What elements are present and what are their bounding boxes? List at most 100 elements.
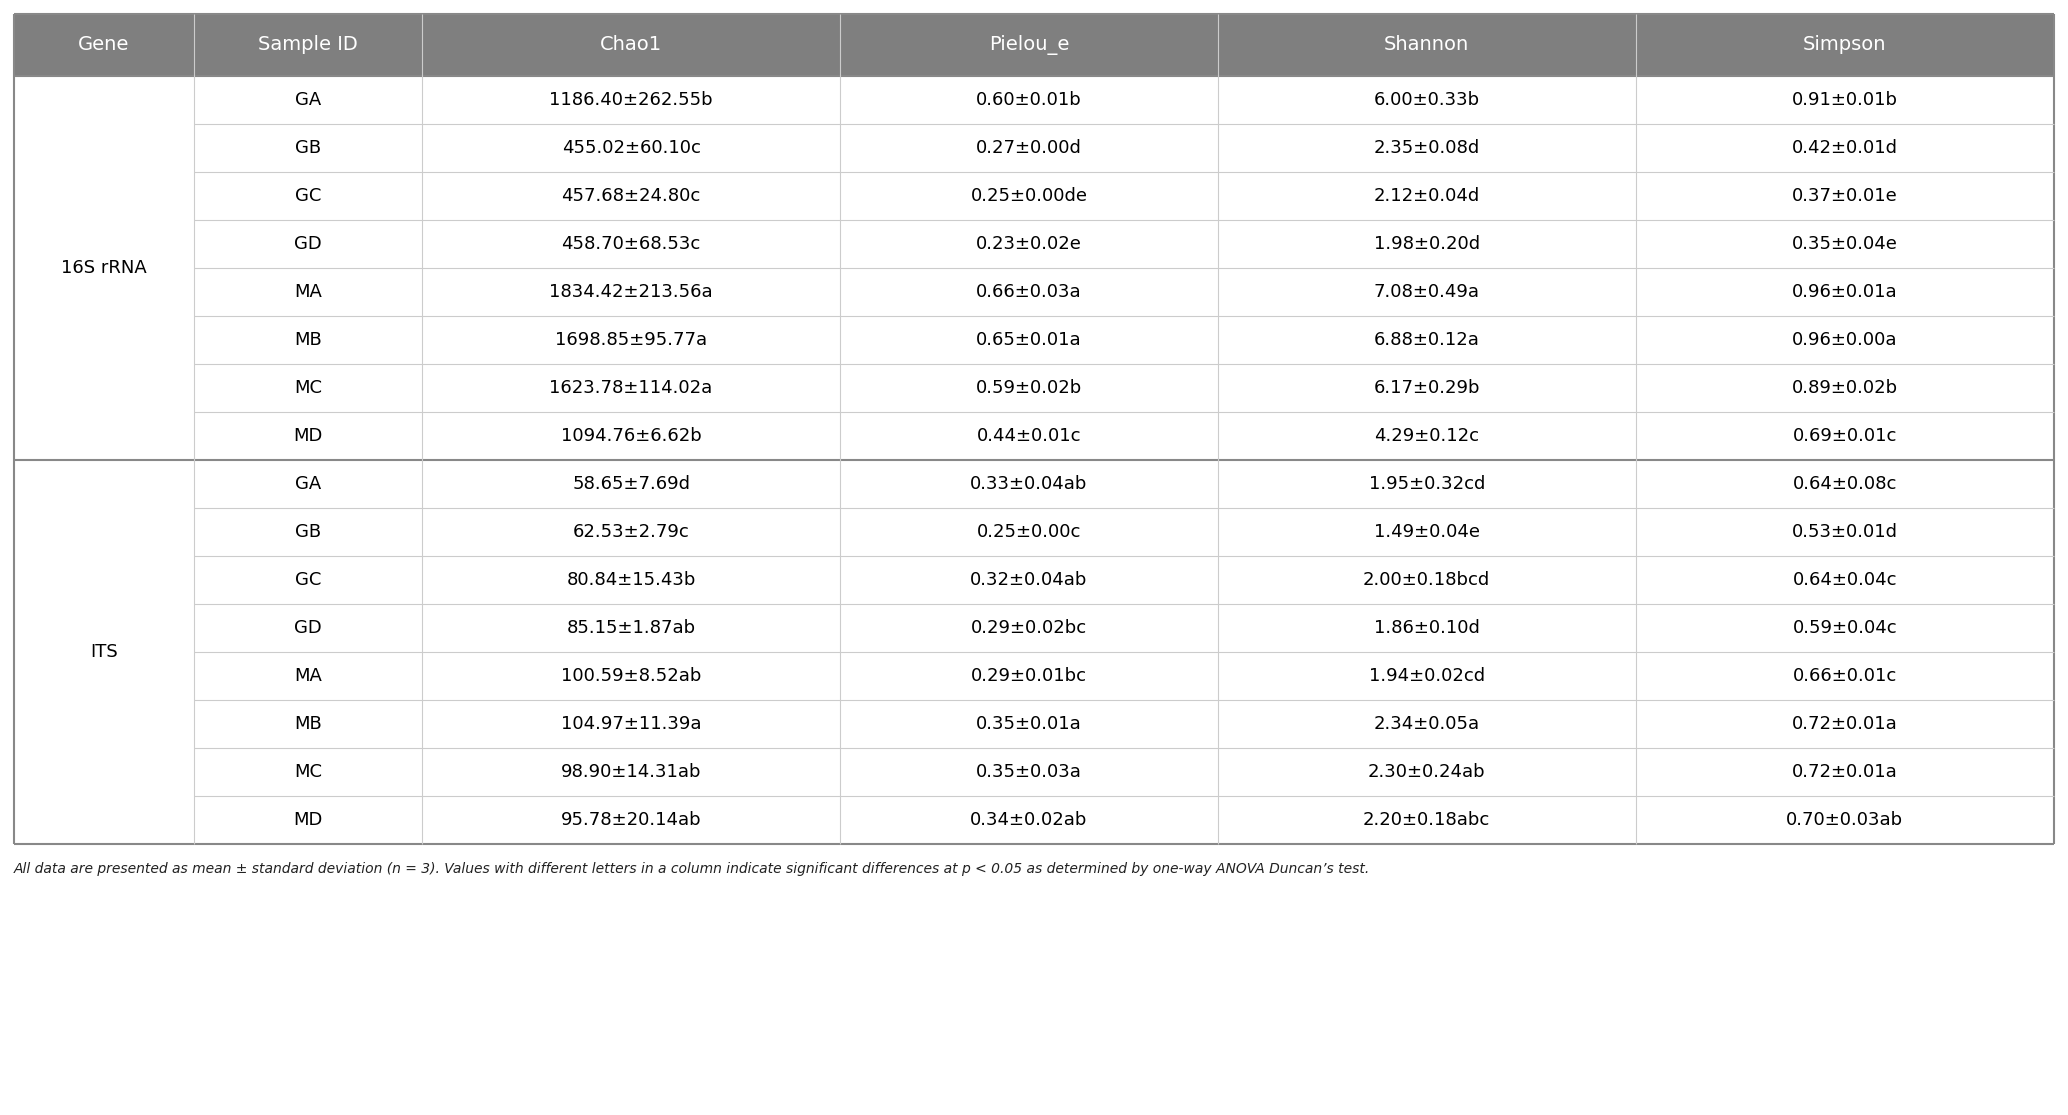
Text: 0.35±0.04e: 0.35±0.04e <box>1793 235 1898 253</box>
Text: 0.60±0.01b: 0.60±0.01b <box>976 91 1082 109</box>
Bar <box>422 796 840 844</box>
Text: 0.27±0.00d: 0.27±0.00d <box>976 139 1082 157</box>
Bar <box>422 460 840 508</box>
Bar <box>194 652 422 700</box>
Bar <box>1636 556 2054 604</box>
Bar <box>1636 508 2054 556</box>
Text: 6.88±0.12a: 6.88±0.12a <box>1373 331 1479 349</box>
Bar <box>840 124 1218 172</box>
Text: 2.12±0.04d: 2.12±0.04d <box>1373 187 1481 205</box>
Text: 16S rRNA: 16S rRNA <box>60 259 147 277</box>
Bar <box>194 700 422 748</box>
Bar <box>1218 124 1636 172</box>
Bar <box>1636 172 2054 220</box>
Bar <box>1636 363 2054 413</box>
Text: 457.68±24.80c: 457.68±24.80c <box>562 187 701 205</box>
Text: Pielou_e: Pielou_e <box>989 35 1069 55</box>
Bar <box>1636 14 2054 76</box>
Text: 0.35±0.01a: 0.35±0.01a <box>976 715 1082 733</box>
Text: 1.95±0.32cd: 1.95±0.32cd <box>1369 475 1485 493</box>
Text: 0.89±0.02b: 0.89±0.02b <box>1791 379 1898 397</box>
Bar <box>194 604 422 652</box>
Text: 4.29±0.12c: 4.29±0.12c <box>1375 427 1479 445</box>
Text: GC: GC <box>294 571 321 589</box>
Bar <box>422 652 840 700</box>
Text: 0.44±0.01c: 0.44±0.01c <box>976 427 1082 445</box>
Text: 0.32±0.04ab: 0.32±0.04ab <box>970 571 1088 589</box>
Text: 1.49±0.04e: 1.49±0.04e <box>1373 523 1481 541</box>
Bar <box>422 413 840 460</box>
Bar <box>422 604 840 652</box>
Bar <box>1636 604 2054 652</box>
Text: 1094.76±6.62b: 1094.76±6.62b <box>560 427 701 445</box>
Text: MA: MA <box>294 667 323 685</box>
Text: GB: GB <box>296 139 321 157</box>
Bar <box>840 268 1218 316</box>
Bar <box>422 124 840 172</box>
Text: 1698.85±95.77a: 1698.85±95.77a <box>554 331 707 349</box>
Text: GA: GA <box>294 475 321 493</box>
Text: GB: GB <box>296 523 321 541</box>
Bar <box>1218 604 1636 652</box>
Text: 0.34±0.02ab: 0.34±0.02ab <box>970 811 1088 828</box>
Text: MB: MB <box>294 715 323 733</box>
Text: 58.65±7.69d: 58.65±7.69d <box>573 475 691 493</box>
Bar <box>422 748 840 796</box>
Bar <box>1218 172 1636 220</box>
Bar <box>1218 508 1636 556</box>
Text: 6.17±0.29b: 6.17±0.29b <box>1373 379 1481 397</box>
Bar <box>422 14 840 76</box>
Bar <box>1636 220 2054 268</box>
Bar <box>840 76 1218 124</box>
Text: 0.96±0.01a: 0.96±0.01a <box>1793 283 1898 301</box>
Text: 0.96±0.00a: 0.96±0.00a <box>1793 331 1898 349</box>
Bar <box>840 652 1218 700</box>
Text: 2.35±0.08d: 2.35±0.08d <box>1373 139 1481 157</box>
Text: 80.84±15.43b: 80.84±15.43b <box>567 571 695 589</box>
Text: 2.30±0.24ab: 2.30±0.24ab <box>1367 763 1485 780</box>
Bar <box>840 508 1218 556</box>
Text: 6.00±0.33b: 6.00±0.33b <box>1373 91 1481 109</box>
Text: 95.78±20.14ab: 95.78±20.14ab <box>560 811 701 828</box>
Text: 0.37±0.01e: 0.37±0.01e <box>1793 187 1898 205</box>
Text: 0.25±0.00c: 0.25±0.00c <box>976 523 1082 541</box>
Bar <box>422 76 840 124</box>
Bar <box>194 14 422 76</box>
Text: 1.86±0.10d: 1.86±0.10d <box>1373 619 1479 637</box>
Bar <box>1218 220 1636 268</box>
Bar <box>14 460 194 844</box>
Bar <box>840 413 1218 460</box>
Bar <box>1218 14 1636 76</box>
Bar <box>194 76 422 124</box>
Text: 0.23±0.02e: 0.23±0.02e <box>976 235 1082 253</box>
Bar <box>422 220 840 268</box>
Bar <box>1636 268 2054 316</box>
Bar <box>422 268 840 316</box>
Bar <box>194 508 422 556</box>
Bar <box>840 700 1218 748</box>
Text: MC: MC <box>294 379 323 397</box>
Text: MA: MA <box>294 283 323 301</box>
Text: 0.59±0.04c: 0.59±0.04c <box>1793 619 1896 637</box>
Text: 85.15±1.87ab: 85.15±1.87ab <box>567 619 695 637</box>
Bar <box>194 413 422 460</box>
Text: 0.42±0.01d: 0.42±0.01d <box>1791 139 1898 157</box>
Bar <box>840 220 1218 268</box>
Text: Simpson: Simpson <box>1803 36 1886 55</box>
Bar <box>1218 748 1636 796</box>
Bar <box>840 748 1218 796</box>
Text: 0.59±0.02b: 0.59±0.02b <box>976 379 1082 397</box>
Bar <box>1218 460 1636 508</box>
Bar <box>1636 700 2054 748</box>
Text: 0.65±0.01a: 0.65±0.01a <box>976 331 1082 349</box>
Text: MD: MD <box>294 811 323 828</box>
Bar <box>1636 316 2054 363</box>
Text: GD: GD <box>294 235 323 253</box>
Bar <box>1636 796 2054 844</box>
Text: 455.02±60.10c: 455.02±60.10c <box>562 139 701 157</box>
Text: 100.59±8.52ab: 100.59±8.52ab <box>560 667 701 685</box>
Bar <box>422 700 840 748</box>
Text: 0.64±0.08c: 0.64±0.08c <box>1793 475 1896 493</box>
Bar <box>194 316 422 363</box>
Bar <box>14 76 194 460</box>
